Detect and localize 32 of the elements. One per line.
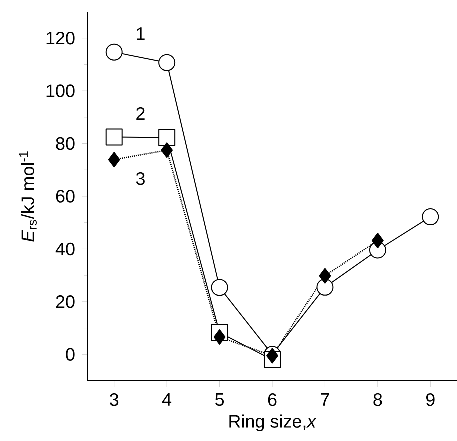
x-tick-label: 4	[162, 393, 172, 406]
series-label: 2	[136, 107, 145, 120]
x-tick-label: 3	[110, 393, 119, 406]
point	[214, 330, 226, 345]
point	[108, 152, 120, 168]
x-tick-label: 9	[426, 393, 435, 406]
point	[266, 348, 278, 364]
series-label: 3	[136, 172, 145, 186]
point	[211, 279, 228, 296]
y-axis-title: E$_{rs}$/kJ mol$^{-1}$	[19, 152, 37, 242]
y-tick-label: 20	[56, 296, 75, 308]
point	[422, 208, 440, 226]
point	[372, 233, 384, 248]
point	[106, 44, 123, 61]
x-tick-label: 7	[321, 393, 330, 406]
x-tick-label: 6	[268, 393, 277, 406]
point	[106, 128, 123, 146]
point	[316, 278, 334, 296]
y-tick-label: 40	[56, 242, 75, 256]
x-tick-label: 5	[216, 393, 224, 406]
y-tick-label: 0	[66, 348, 75, 362]
y-tick-label: 80	[56, 137, 75, 150]
x-axis-title: Ring size,x	[230, 414, 317, 432]
point	[158, 54, 176, 72]
point	[161, 142, 174, 158]
x-tick-label: 8	[374, 393, 382, 406]
point	[158, 129, 176, 146]
y-tick-label: 100	[46, 84, 75, 98]
point	[319, 268, 332, 284]
y-tick-label: 60	[56, 190, 75, 203]
series-label: 1	[137, 28, 145, 40]
y-tick-label: 120	[46, 32, 75, 45]
